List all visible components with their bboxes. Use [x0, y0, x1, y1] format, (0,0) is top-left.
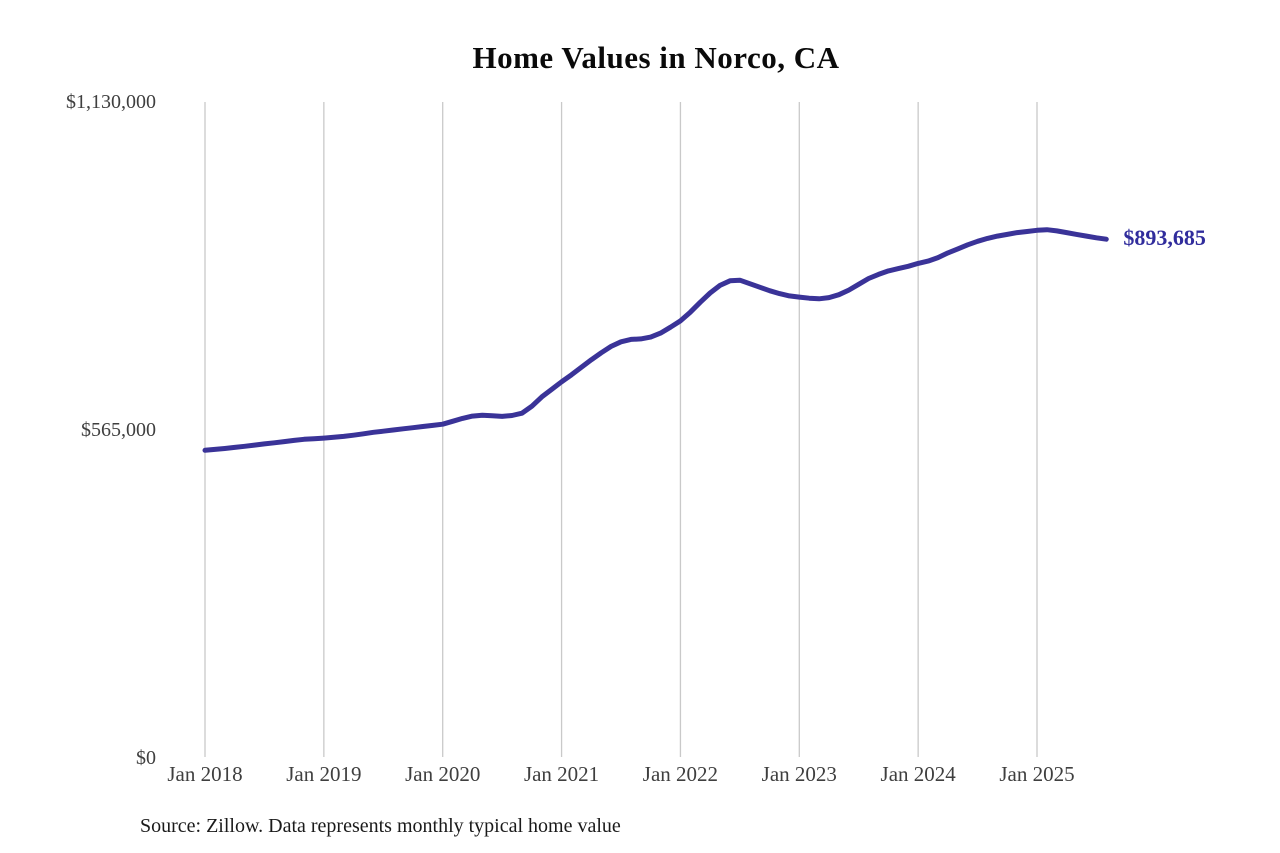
home-value-line — [202, 227, 1109, 453]
source-note: Source: Zillow. Data represents monthly … — [140, 815, 621, 837]
vertical-gridlines — [204, 102, 1038, 757]
x-tick-label: Jan 2024 — [880, 762, 956, 786]
x-tick-label: Jan 2018 — [167, 762, 243, 786]
y-tick-label: $0 — [136, 747, 156, 769]
x-tick-label: Jan 2019 — [286, 762, 362, 786]
x-tick-label: Jan 2022 — [642, 762, 719, 786]
x-tick-label: Jan 2023 — [761, 762, 837, 786]
latest-value-label: $893,685 — [1123, 225, 1206, 251]
x-tick-label: Jan 2025 — [999, 762, 1075, 786]
y-tick-label: $565,000 — [81, 419, 156, 441]
x-tick-label: Jan 2020 — [405, 762, 481, 786]
chart-title: Home Values in Norco, CA — [472, 40, 840, 75]
y-tick-label: $1,130,000 — [66, 91, 156, 113]
x-tick-label: Jan 2021 — [523, 762, 600, 786]
